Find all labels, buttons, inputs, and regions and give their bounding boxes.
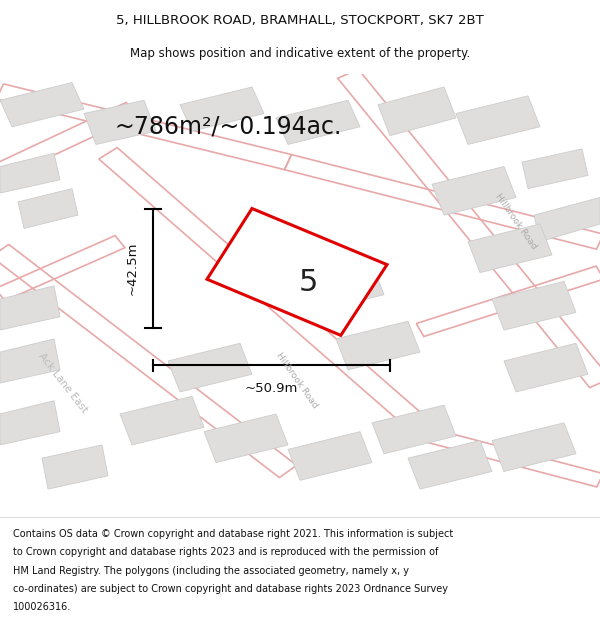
Polygon shape [180, 87, 264, 131]
Polygon shape [0, 82, 84, 127]
Polygon shape [522, 149, 588, 189]
Text: 5: 5 [299, 269, 319, 298]
Text: Hillbrook Road: Hillbrook Road [493, 192, 539, 251]
Polygon shape [468, 224, 552, 272]
Text: co-ordinates) are subject to Crown copyright and database rights 2023 Ordnance S: co-ordinates) are subject to Crown copyr… [13, 584, 448, 594]
Polygon shape [0, 339, 60, 383]
Polygon shape [372, 405, 456, 454]
Polygon shape [204, 414, 288, 462]
Text: Ack Lane East: Ack Lane East [37, 351, 89, 415]
Polygon shape [336, 321, 420, 370]
Polygon shape [492, 281, 576, 330]
Polygon shape [432, 166, 516, 215]
Text: ~786m²/~0.194ac.: ~786m²/~0.194ac. [115, 115, 341, 139]
Text: HM Land Registry. The polygons (including the associated geometry, namely x, y: HM Land Registry. The polygons (includin… [13, 566, 409, 576]
Text: ~50.9m: ~50.9m [245, 382, 298, 395]
Polygon shape [492, 423, 576, 471]
Polygon shape [0, 286, 60, 330]
Polygon shape [0, 153, 60, 193]
Polygon shape [534, 198, 600, 242]
Polygon shape [504, 343, 588, 392]
Polygon shape [0, 401, 60, 445]
Polygon shape [120, 396, 204, 445]
Text: Map shows position and indicative extent of the property.: Map shows position and indicative extent… [130, 47, 470, 59]
Polygon shape [456, 96, 540, 144]
Polygon shape [288, 432, 372, 480]
Polygon shape [378, 87, 456, 136]
Polygon shape [276, 100, 360, 144]
Polygon shape [207, 209, 387, 336]
Text: to Crown copyright and database rights 2023 and is reproduced with the permissio: to Crown copyright and database rights 2… [13, 547, 439, 557]
Polygon shape [408, 441, 492, 489]
Polygon shape [168, 343, 252, 392]
Text: 100026316.: 100026316. [13, 602, 71, 612]
Polygon shape [300, 264, 384, 312]
Text: 5, HILLBROOK ROAD, BRAMHALL, STOCKPORT, SK7 2BT: 5, HILLBROOK ROAD, BRAMHALL, STOCKPORT, … [116, 14, 484, 27]
Text: ~42.5m: ~42.5m [126, 241, 139, 295]
Polygon shape [18, 189, 78, 228]
Text: Contains OS data © Crown copyright and database right 2021. This information is : Contains OS data © Crown copyright and d… [13, 529, 454, 539]
Text: Hillbrook Road: Hillbrook Road [274, 351, 320, 411]
Polygon shape [42, 445, 108, 489]
Polygon shape [84, 100, 156, 144]
